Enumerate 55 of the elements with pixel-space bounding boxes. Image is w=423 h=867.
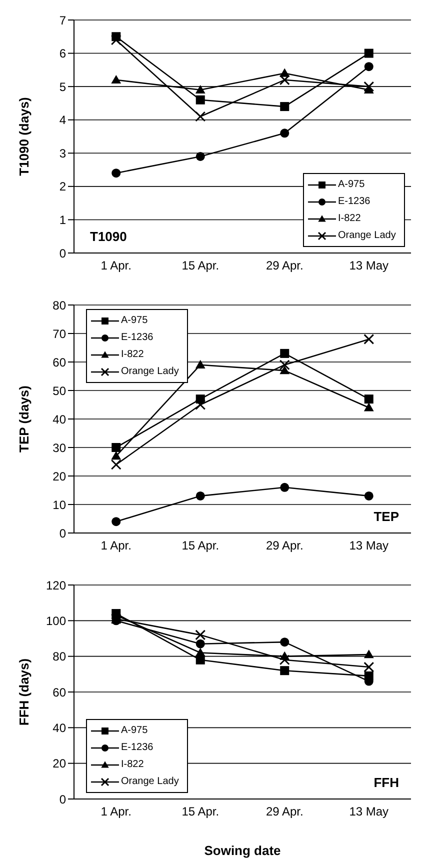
- x-tick-label: 15 Apr.: [182, 258, 220, 273]
- x-tick-label: 29 Apr.: [266, 538, 304, 553]
- x-tick-label: 29 Apr.: [266, 258, 304, 273]
- y-tick-label: 7: [59, 13, 66, 28]
- y-tick-label: 120: [46, 578, 66, 592]
- y-axis-title: TEP (days): [16, 386, 32, 452]
- x-tick-label: 29 Apr.: [266, 804, 304, 819]
- y-tick-label: 60: [52, 355, 66, 370]
- x-tick-label: 1 Apr.: [100, 538, 132, 553]
- y-tick-label: 80: [52, 650, 66, 664]
- x-tick-label: 13 May: [349, 538, 389, 553]
- y-tick-label: 20: [52, 469, 66, 484]
- legend-label: I-822: [338, 213, 361, 224]
- legend-label: E-1236: [121, 742, 154, 753]
- x-axis-title: Sowing date: [204, 843, 281, 858]
- y-tick-label: 20: [52, 756, 66, 771]
- y-tick-label: 5: [59, 80, 66, 94]
- y-tick-label: 70: [52, 326, 66, 341]
- x-tick-label: 1 Apr.: [100, 258, 132, 273]
- x-tick-label: 15 Apr.: [182, 804, 220, 819]
- x-tick-label: 13 May: [349, 258, 389, 273]
- y-axis-title: FFH (days): [16, 658, 32, 726]
- y-tick-label: 60: [52, 685, 66, 700]
- legend-label: Orange Lady: [121, 366, 179, 377]
- annotation: T1090: [90, 229, 127, 244]
- y-tick-label: 3: [59, 146, 66, 160]
- y-tick-label: 40: [52, 412, 66, 426]
- y-tick-label: 2: [59, 180, 66, 194]
- y-tick-label: 30: [52, 440, 66, 455]
- y-tick-label: 10: [52, 498, 66, 512]
- y-tick-label: 6: [59, 46, 66, 61]
- y-tick-label: 40: [52, 720, 66, 735]
- y-axis-title: T1090 (days): [16, 97, 32, 176]
- y-tick-label: 50: [52, 384, 66, 398]
- legend-label: A-975: [121, 315, 148, 326]
- legend-label: Orange Lady: [121, 776, 179, 787]
- y-tick-label: 0: [59, 792, 66, 806]
- y-tick-label: 1: [59, 212, 66, 227]
- legend-label: E-1236: [121, 332, 154, 343]
- legend-label: I-822: [121, 349, 144, 360]
- y-tick-label: 0: [59, 246, 66, 260]
- annotation: FFH: [374, 775, 399, 790]
- y-tick-label: 100: [46, 614, 66, 628]
- legend-label: I-822: [121, 759, 144, 770]
- legend-label: Orange Lady: [338, 230, 396, 241]
- x-tick-label: 15 Apr.: [182, 538, 220, 553]
- x-tick-label: 1 Apr.: [100, 804, 132, 819]
- legend-label: A-975: [338, 179, 365, 190]
- y-tick-label: 4: [59, 113, 66, 128]
- y-tick-label: 0: [59, 526, 66, 540]
- y-tick-label: 80: [52, 298, 66, 312]
- annotation: TEP: [374, 509, 399, 524]
- legend-label: E-1236: [338, 196, 370, 207]
- legend-label: A-975: [121, 725, 148, 736]
- x-tick-label: 13 May: [349, 804, 389, 819]
